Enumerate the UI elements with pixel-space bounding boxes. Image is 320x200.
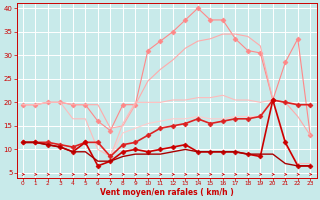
X-axis label: Vent moyen/en rafales ( km/h ): Vent moyen/en rafales ( km/h ) <box>100 188 234 197</box>
